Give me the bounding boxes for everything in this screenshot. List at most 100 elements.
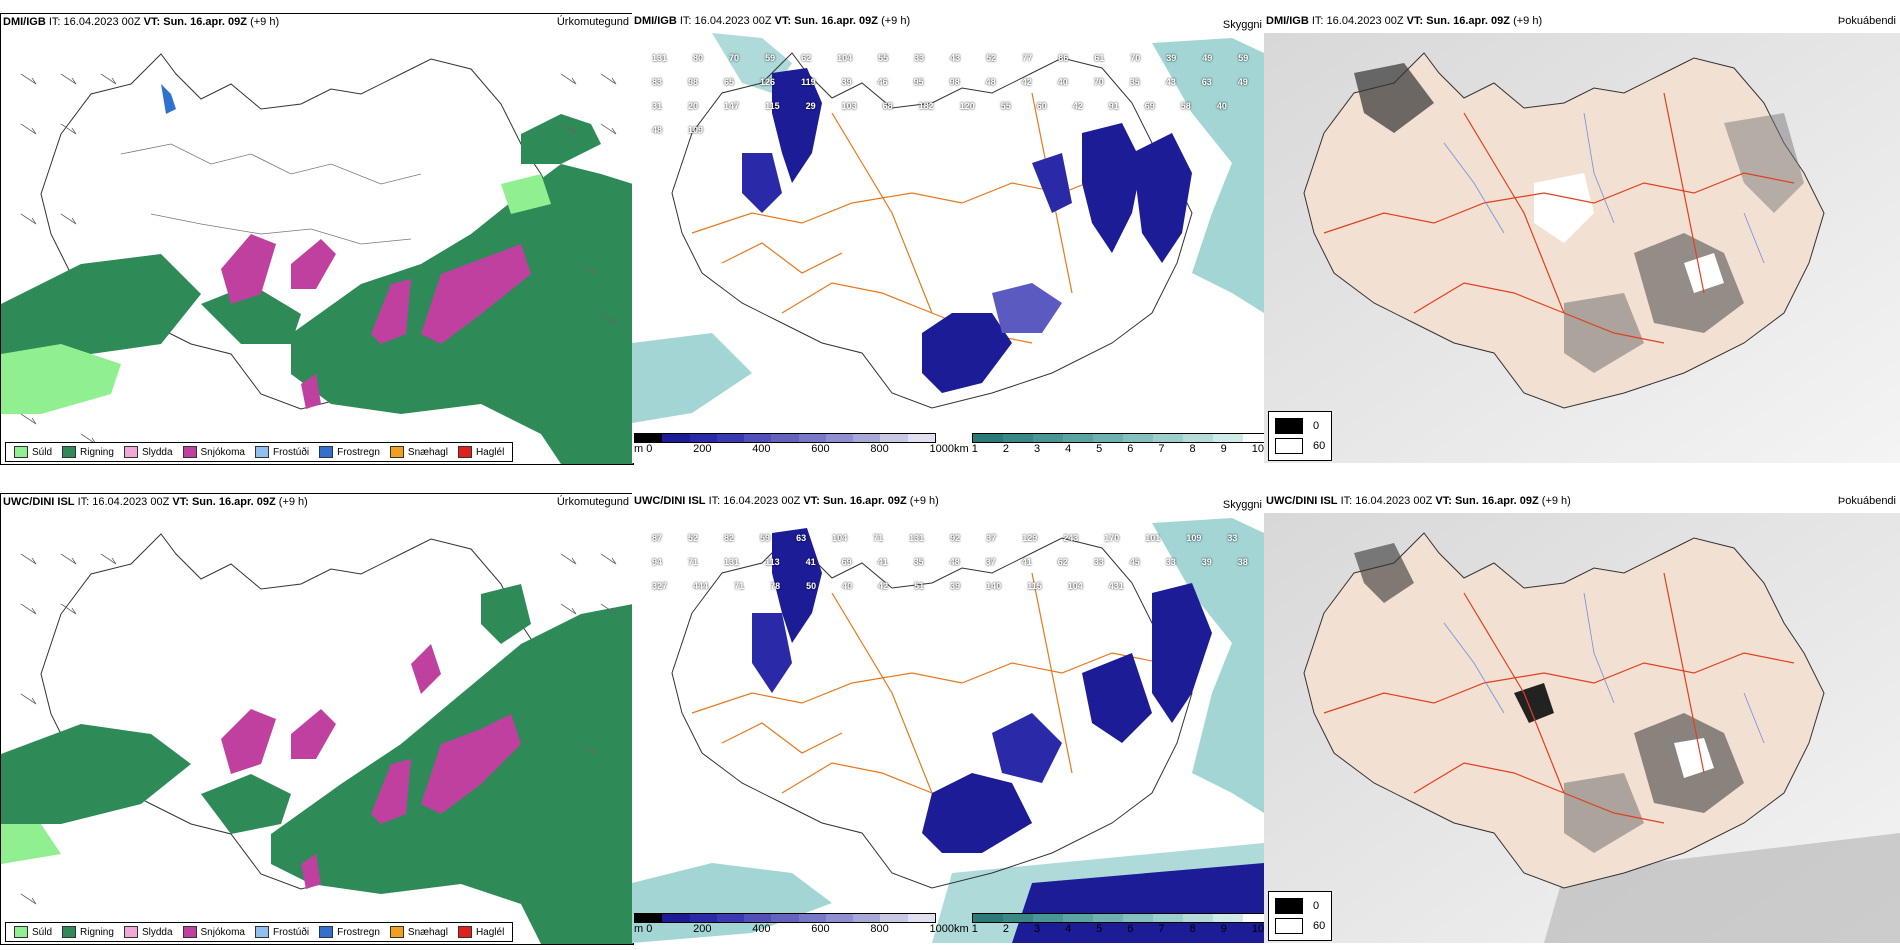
tick-label: 1000 — [929, 923, 954, 935]
ceiling-value-label: 86 — [1058, 53, 1069, 63]
fog-map-top — [1264, 33, 1900, 463]
visibility-map-top — [632, 33, 1264, 423]
ceiling-value-label: 69 — [841, 557, 852, 567]
forecast-offset: (+9 h) — [909, 495, 939, 507]
tick-label: 1 — [971, 923, 978, 935]
ceiling-value-label: 45 — [1129, 557, 1140, 567]
tick-label: 5 — [1096, 923, 1103, 935]
legend-label: Rigning — [80, 446, 114, 458]
legend-item: Slydda — [123, 446, 173, 458]
ceiling-value-label: 63 — [1201, 77, 1212, 87]
ceiling-value-label: 39 — [950, 581, 961, 591]
it-label: IT: — [77, 496, 90, 508]
it-value: 16.04.2023 00Z — [723, 495, 801, 507]
panel-header: UWC/DINI ISL IT: 16.04.2023 00Z VT: Sun.… — [1266, 495, 1571, 507]
vt-value: Sun. 16.apr. 09Z — [1454, 495, 1539, 507]
legend-label: Rigning — [80, 926, 114, 938]
tick-label: 4 — [1065, 923, 1072, 935]
ceiling-value-label: 35 — [913, 557, 924, 567]
visibility-colorbar-gradient — [972, 433, 1264, 443]
ceiling-value-label: 40 — [842, 581, 853, 591]
legend-swatch — [389, 446, 404, 458]
legend-label: Súld — [32, 926, 53, 938]
ceiling-value-label: 126 — [760, 77, 776, 87]
ceiling-value-label: 37 — [986, 533, 997, 543]
legend-swatch — [182, 446, 197, 458]
ceiling-colorbar: m 0 200 400 600 800 1000 — [634, 913, 954, 935]
ceiling-value-label: 147 — [724, 101, 740, 111]
fog-panel-top: DMI/IGB IT: 16.04.2023 00Z VT: Sun. 16.a… — [1264, 13, 1900, 463]
ceiling-value-label: 38 — [1237, 557, 1248, 567]
legend-label: Súld — [32, 446, 53, 458]
ceiling-value-label: 49 — [1237, 77, 1248, 87]
ceiling-value-label: 52 — [986, 53, 997, 63]
ceiling-value-label: 182 — [918, 101, 934, 111]
legend-label: Haglél — [475, 446, 505, 458]
ceiling-colorbar: m 0 200 400 600 800 1000 — [634, 433, 954, 455]
visibility-panel-top: DMI/IGB IT: 16.04.2023 00Z VT: Sun. 16.a… — [632, 13, 1264, 463]
forecast-offset: (+9 h) — [250, 16, 280, 28]
legend-item: Haglél — [457, 446, 505, 458]
fog-key-row: 60 — [1275, 916, 1325, 936]
ceiling-value-label: 20 — [688, 101, 699, 111]
visibility-colorbar: km 1 2 3 4 5 6 7 8 9 10 — [954, 913, 1264, 935]
legend-swatch — [14, 926, 28, 938]
tick-label: 6 — [1127, 443, 1134, 455]
legend-item: Frostúði — [254, 446, 309, 458]
ceiling-ticks: m 0 200 400 600 800 1000 — [634, 443, 954, 455]
tick-label: 6 — [1127, 923, 1134, 935]
legend-swatch — [389, 926, 404, 938]
ceiling-unit: m — [634, 923, 644, 935]
fog-key-label: 60 — [1313, 920, 1326, 932]
it-value: 16.04.2023 00Z — [63, 16, 141, 28]
ceiling-value-label: 71 — [688, 557, 699, 567]
ceiling-value-label: 104 — [832, 533, 848, 543]
ceiling-value-label: 94 — [652, 557, 663, 567]
ceiling-value-label: 243 — [1063, 533, 1079, 543]
ceiling-value-label: 37 — [985, 557, 996, 567]
tick-label: 200 — [693, 443, 712, 455]
ceiling-value-label: 51 — [914, 581, 925, 591]
fog-key-swatch — [1275, 438, 1303, 454]
ceiling-value-label: 131 — [909, 533, 925, 543]
precip-legend: Súld Rigning Slydda Snjókoma Frostúði Fr… — [5, 442, 514, 462]
tick-label: 600 — [811, 923, 830, 935]
tick-label: 1 — [971, 443, 978, 455]
precip-legend: Súld Rigning Slydda Snjókoma Frostúði Fr… — [5, 922, 514, 942]
ceiling-value-label: 43 — [950, 53, 961, 63]
panel-title: Skyggni — [1222, 19, 1262, 31]
legend-item: Rigning — [62, 446, 114, 458]
fog-key-swatch — [1275, 898, 1303, 914]
ceiling-value-label: 119 — [801, 77, 816, 87]
ceiling-value-label: 103 — [841, 101, 857, 111]
fog-key: 0 60 — [1268, 891, 1333, 941]
ceiling-value-label: 40 — [1216, 101, 1227, 111]
model-name: UWC/DINI ISL — [1266, 495, 1338, 507]
precip-type-panel-top: DMI/IGB IT: 16.04.2023 00Z VT: Sun. 16.a… — [0, 13, 634, 465]
ceiling-value-label: 55 — [878, 53, 889, 63]
ceiling-value-label: 70 — [1130, 53, 1141, 63]
legend-item: Snjókoma — [182, 446, 245, 458]
legend-swatch — [319, 446, 334, 458]
ceiling-value-label: 115 — [765, 101, 780, 111]
model-name: DMI/IGB — [1266, 15, 1309, 27]
legend-swatch — [14, 446, 28, 458]
panel-header: DMI/IGB IT: 16.04.2023 00Z VT: Sun. 16.a… — [634, 15, 910, 27]
tick-label: 10 — [1251, 443, 1264, 455]
ceiling-value-label: 69 — [1144, 101, 1155, 111]
ceiling-value-label: 55 — [1000, 101, 1011, 111]
ceiling-value-label: 33 — [1165, 557, 1176, 567]
tick-label: 2 — [1002, 443, 1009, 455]
ceiling-value-label: 70 — [729, 53, 740, 63]
tick-label: 8 — [1189, 923, 1196, 935]
it-label: IT: — [1311, 15, 1324, 27]
legend-label: Frostregn — [337, 926, 380, 938]
legend-label: Frostregn — [337, 446, 380, 458]
legend-item: Snæhagl — [389, 926, 448, 938]
legend-item: Snæhagl — [389, 446, 448, 458]
legend-swatch — [457, 446, 472, 458]
legend-item: Slydda — [123, 926, 173, 938]
vt-label: VT: — [774, 15, 792, 27]
legend-label: Snjókoma — [200, 926, 245, 938]
forecast-offset: (+9 h) — [278, 496, 308, 508]
